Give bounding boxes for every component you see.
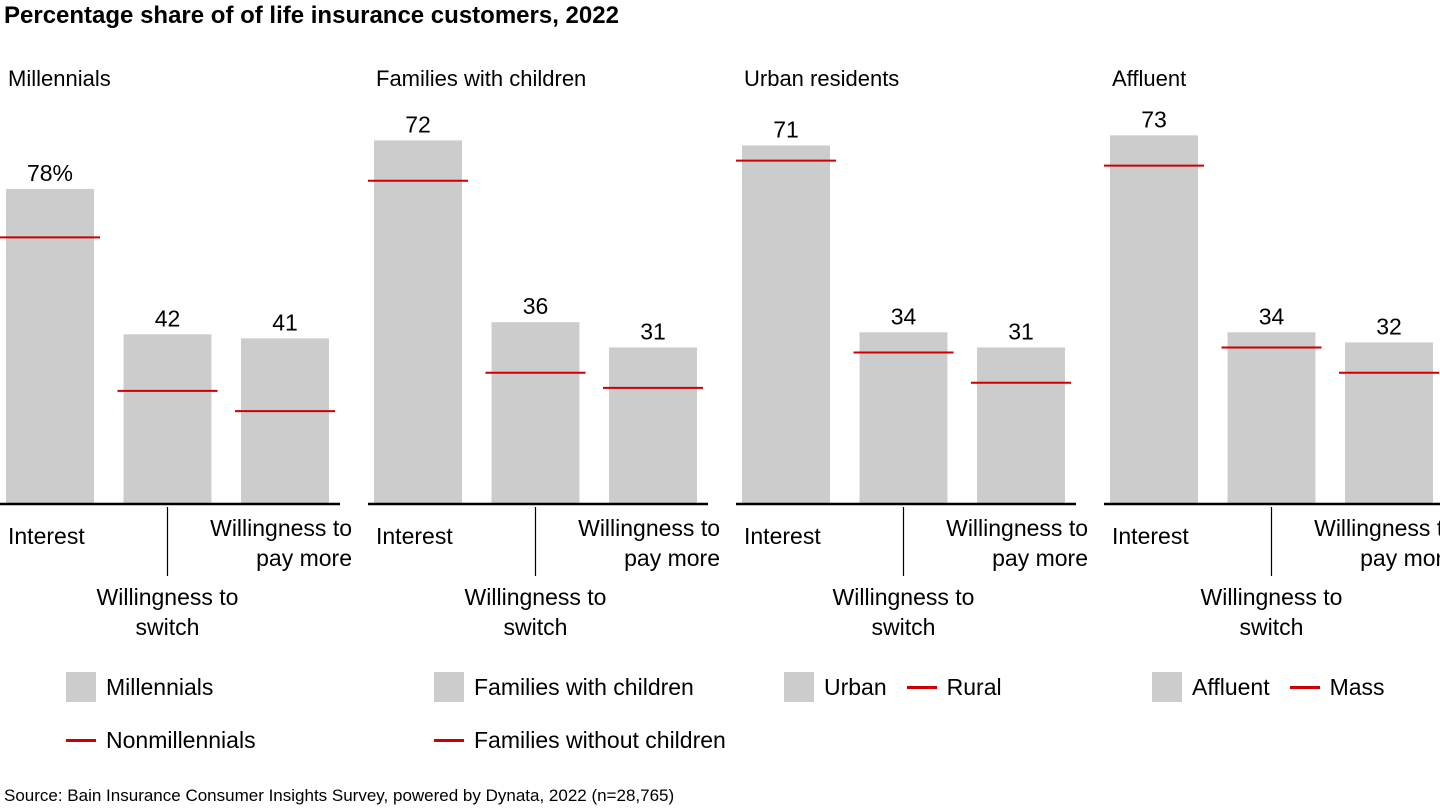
panel-title: Families with children	[376, 66, 586, 91]
x-tick-label: Interest	[744, 523, 821, 549]
x-tick-label: Willingness to switch	[464, 584, 607, 640]
legend-item: Rural	[906, 672, 1002, 702]
bar	[241, 338, 329, 504]
bar	[1110, 135, 1198, 504]
legend-label: Mass	[1329, 673, 1385, 700]
x-tick-label: Willingness to pay more	[210, 515, 352, 571]
legend-swatch	[784, 672, 814, 702]
legend-label: Families with children	[474, 673, 694, 700]
x-tick-label: Interest	[1112, 523, 1189, 549]
legend-label: Urban	[824, 673, 887, 700]
value-label: 34	[1259, 303, 1285, 329]
value-label: 73	[1141, 106, 1167, 132]
legend: Millennials Nonmillennials	[66, 672, 256, 755]
legend-line	[66, 738, 96, 742]
bar	[977, 347, 1065, 504]
x-tick-label: Willingness to pay more	[946, 515, 1088, 571]
legend-item: Families with children	[434, 672, 726, 702]
x-tick-label: Interest	[376, 523, 453, 549]
bar	[374, 140, 462, 504]
panel-title: Affluent	[1112, 66, 1186, 91]
panel-title: Millennials	[8, 66, 111, 91]
legend-item: Families without children	[434, 725, 726, 755]
value-label: 31	[640, 318, 666, 344]
value-label: 78%	[27, 160, 73, 186]
bar	[6, 188, 94, 504]
legend-item: Nonmillennials	[66, 725, 256, 755]
legend-label: Millennials	[106, 673, 214, 700]
value-label: 42	[155, 305, 181, 331]
source: Source: Bain Insurance Consumer Insights…	[4, 786, 675, 805]
legend-label: Nonmillennials	[106, 726, 256, 753]
legend-swatch	[434, 672, 464, 702]
legend-item: Urban	[784, 672, 887, 702]
legend-label: Families without children	[474, 726, 726, 753]
x-tick-label: Willingness to pay more	[578, 515, 720, 571]
legend: Urban Rural	[784, 672, 1002, 702]
legend-swatch	[1152, 672, 1182, 702]
value-label: 71	[773, 116, 799, 142]
x-tick-label: Willingness to switch	[832, 584, 975, 640]
x-tick-label: Interest	[8, 523, 85, 549]
x-tick-label: Willingness to switch	[96, 584, 239, 640]
legend-line	[434, 738, 464, 742]
legend-line	[906, 685, 937, 689]
panel-title: Urban residents	[744, 66, 899, 91]
value-label: 34	[891, 303, 917, 329]
legend: Affluent Mass	[1152, 672, 1385, 702]
legend-item: Affluent	[1152, 672, 1270, 702]
bar	[742, 145, 830, 504]
x-tick-label: Willingness to pay more	[1314, 515, 1440, 571]
value-label: 32	[1376, 313, 1402, 339]
bar	[1227, 332, 1316, 504]
value-label: 41	[272, 309, 298, 335]
legend-label: Affluent	[1192, 673, 1270, 700]
legend-item: Millennials	[66, 672, 256, 702]
bar	[491, 322, 580, 504]
bar	[609, 347, 697, 504]
bar	[123, 334, 212, 504]
bar	[859, 332, 948, 504]
legend-line	[1289, 685, 1320, 689]
value-label: 72	[405, 111, 431, 137]
legend-item: Mass	[1289, 672, 1385, 702]
value-label: 31	[1008, 318, 1034, 344]
page-title: Percentage share of of life insurance cu…	[4, 2, 619, 29]
legend-label: Rural	[946, 673, 1002, 700]
bar	[1345, 342, 1433, 504]
value-label: 36	[523, 293, 549, 319]
legend-swatch	[66, 672, 96, 702]
legend: Families with children Families without c…	[434, 672, 726, 755]
x-tick-label: Willingness to switch	[1200, 584, 1343, 640]
